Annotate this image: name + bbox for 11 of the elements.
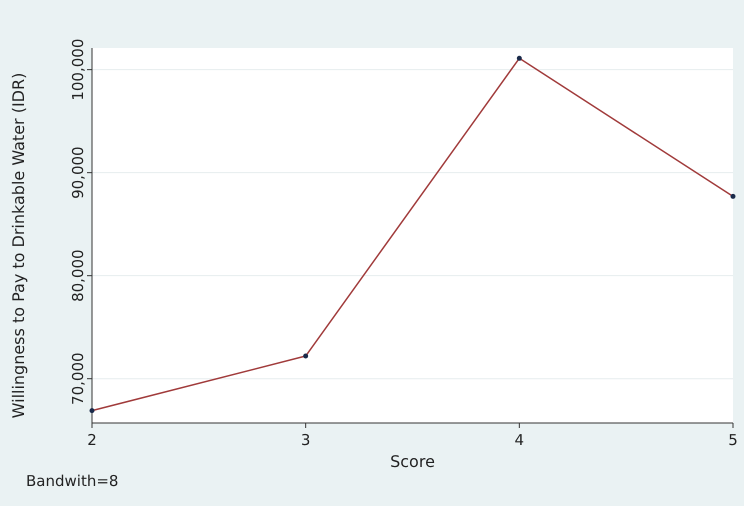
x-tick-label: 5 [728,431,738,449]
y-tick-label: 70,000 [69,352,87,405]
x-tick-label: 2 [87,431,97,449]
y-tick-label: 90,000 [69,146,87,199]
x-axis-title: Score [390,452,435,471]
y-axis-title: Willingness to Pay to Drinkable Water (IDR) [9,72,28,418]
text: Bandwith=8 [26,472,118,490]
y-tick-label: 100,000 [69,38,87,101]
x-tick-label: 3 [300,431,310,449]
x-tick-label: 4 [514,431,524,449]
y-tick-label: 80,000 [69,249,87,302]
